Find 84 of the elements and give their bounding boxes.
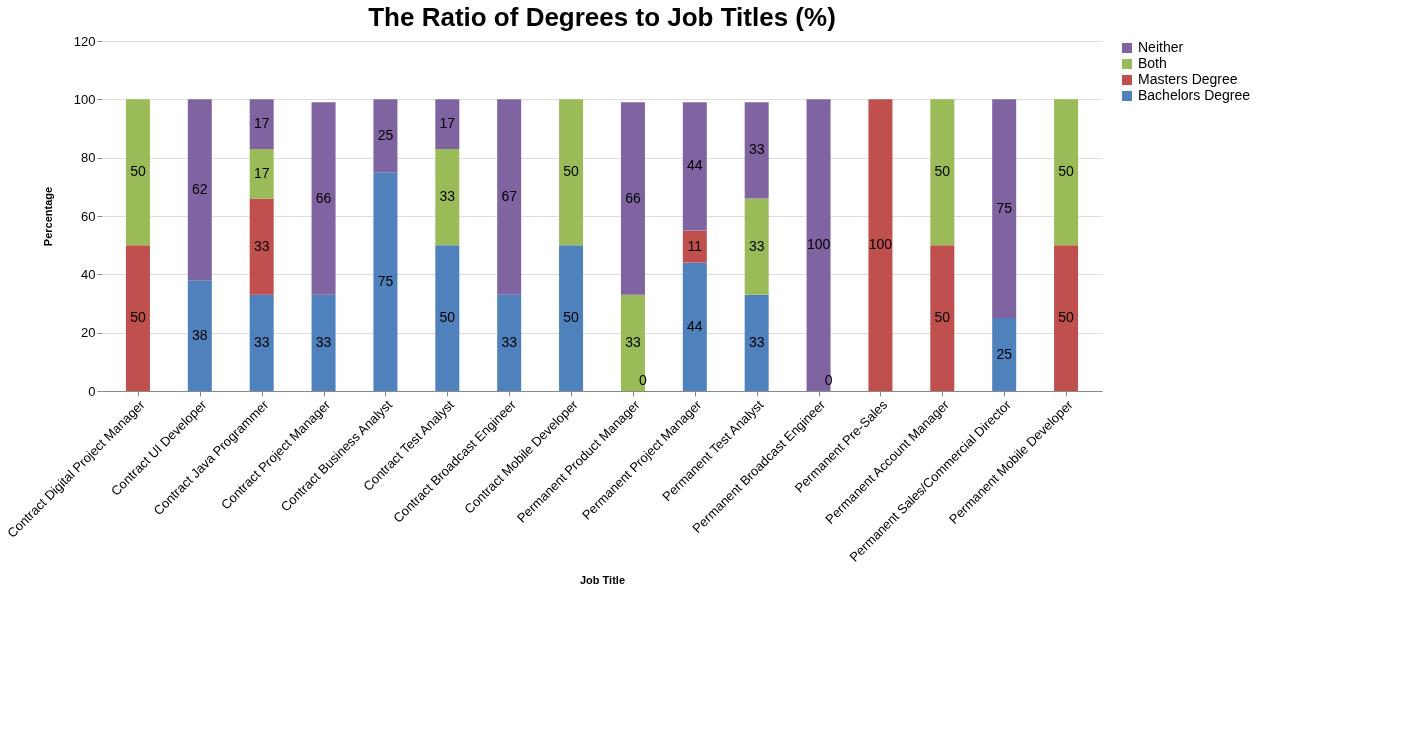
data-label: 50 [563,309,580,326]
bar [187,99,212,281]
bar [620,102,645,295]
bar [497,294,522,391]
data-label: 33 [748,141,765,158]
bar [187,280,212,391]
y-tick-label: 120 [73,33,96,49]
bar [744,198,769,295]
data-label: 66 [625,189,641,206]
legend-label: Bachelors Degree [1138,87,1251,103]
data-label: 25 [996,345,1013,362]
bar [373,99,398,173]
bar [249,148,274,199]
x-axis-title: Job Title [579,573,626,586]
legend-label: Neither [1138,39,1184,55]
data-label: 33 [501,333,518,350]
bar [744,294,769,391]
data-label: 50 [934,309,951,326]
y-tick-label: 60 [81,208,96,224]
legend-label: Masters Degree [1138,71,1238,87]
bar [1054,245,1079,391]
data-label: 33 [253,333,270,350]
bar [682,230,707,263]
data-label: 75 [377,272,394,289]
bar [930,245,955,391]
data-label: 38 [192,326,208,343]
bar [620,294,645,391]
bar [992,318,1017,391]
bar [249,294,274,391]
data-label: 33 [439,188,456,205]
bar [559,245,584,391]
data-label: 50 [439,309,456,326]
data-label: 33 [748,333,765,350]
data-label: 44 [687,317,703,334]
data-label: 33 [625,333,641,350]
data-label: 50 [1058,309,1075,326]
y-tick-label: 40 [81,266,96,282]
bar [682,102,707,231]
data-label: 62 [192,180,208,197]
bar [559,99,584,246]
y-tick-label: 20 [81,325,96,341]
bar [311,102,336,295]
y-axis-title: Percentage [41,186,54,247]
data-label: 67 [501,188,518,205]
y-tick-label: 0 [88,383,96,399]
bar [311,294,336,391]
data-label: 50 [130,309,146,326]
bar [125,99,150,246]
bar [435,99,460,149]
legend-label: Both [1138,55,1167,71]
data-label: 33 [253,237,270,254]
bar [435,245,460,391]
bar [868,99,893,391]
data-label: 75 [996,199,1013,216]
bar [930,99,955,246]
bar [497,99,522,295]
data-label: 100 [868,236,893,253]
data-label: 17 [439,115,456,132]
data-label: 17 [253,115,270,132]
bar [744,102,769,199]
bar [249,99,274,149]
data-label: 33 [748,237,765,254]
bar [249,198,274,295]
bar [1054,99,1079,246]
bar [373,172,398,391]
chart-title: The Ratio of Degrees to Job Titles (%) [368,2,836,32]
data-label: 44 [687,157,703,174]
y-tick-label: 100 [73,91,96,107]
bar [806,99,831,391]
bar [682,262,707,391]
data-label: 17 [253,164,270,181]
bar [435,148,460,246]
y-tick-label: 80 [81,150,96,166]
data-label: 50 [563,163,580,180]
data-label: 100 [806,236,831,253]
bar [992,99,1017,319]
data-label: 11 [687,237,703,254]
data-label: 25 [377,126,394,143]
bar [125,245,150,391]
data-label: 50 [1058,163,1075,180]
data-label: 66 [315,189,332,206]
data-label: 50 [934,163,951,180]
data-label: 50 [130,163,146,180]
data-label: 33 [315,333,332,350]
